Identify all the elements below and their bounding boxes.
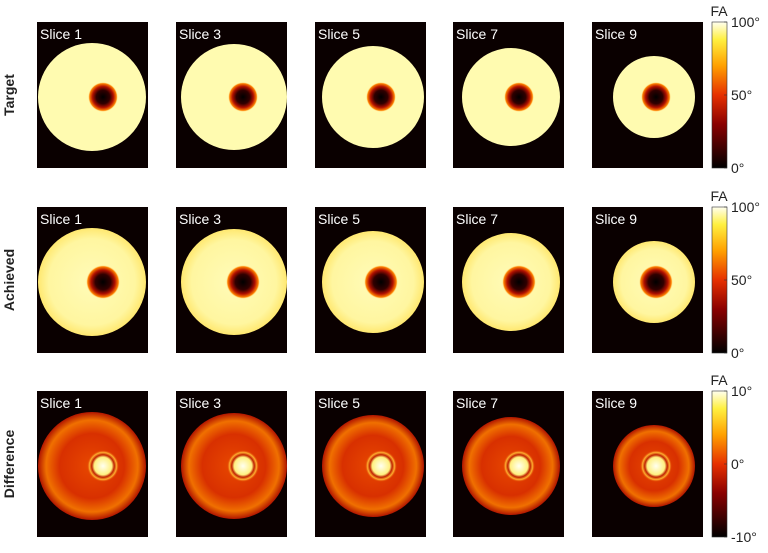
target-spot [504, 82, 534, 112]
slice-label: Slice 1 [40, 211, 82, 227]
target-spot [228, 82, 258, 112]
slice-label: Slice 9 [595, 395, 637, 411]
row-label: Difference [1, 430, 17, 499]
slice-label: Slice 3 [179, 211, 221, 227]
slice-label: Slice 5 [318, 211, 360, 227]
target-spot [86, 265, 120, 299]
slice-label: Slice 7 [456, 211, 498, 227]
colorbar-tick-label: 0° [731, 345, 744, 361]
colorbar-tick-label: 0° [731, 160, 744, 176]
colorbar-title: FA [710, 372, 728, 388]
colorbar-tick-label: 100° [731, 199, 760, 215]
target-spot [366, 82, 396, 112]
slice-label: Slice 7 [456, 395, 498, 411]
colorbar-title: FA [710, 3, 728, 19]
colorbar-tick-label: 0° [731, 456, 744, 472]
slice-label: Slice 9 [595, 26, 637, 42]
target-spot [640, 450, 672, 482]
target-spot [639, 265, 673, 299]
slice-label: Slice 5 [318, 395, 360, 411]
colorbar-title: FA [710, 188, 728, 204]
panels: Target Slice 1 Slice 3 Slice 5 Slice 7 Slice … [1, 3, 760, 545]
row-label: Achieved [1, 249, 17, 311]
slice-label: Slice 7 [456, 26, 498, 42]
slice-label: Slice 3 [179, 26, 221, 42]
target-spot [87, 450, 119, 482]
target-spot [502, 265, 536, 299]
target-spot [641, 82, 671, 112]
slice-label: Slice 3 [179, 395, 221, 411]
target-spot [226, 265, 260, 299]
colorbar-tick-label: 50° [731, 87, 752, 103]
colorbar-tick-label: 10° [731, 383, 752, 399]
colorbar-tick-label: -10° [731, 529, 757, 545]
colorbar-tick-label: 100° [731, 14, 760, 30]
colorbar-tick-label: 50° [731, 272, 752, 288]
target-spot [227, 450, 259, 482]
target-spot [503, 450, 535, 482]
slice-label: Slice 5 [318, 26, 360, 42]
slice-label: Slice 1 [40, 395, 82, 411]
target-spot [364, 265, 398, 299]
row-label: Target [1, 74, 17, 116]
slice-label: Slice 9 [595, 211, 637, 227]
slice-label: Slice 1 [40, 26, 82, 42]
target-spot [88, 82, 118, 112]
target-spot [365, 450, 397, 482]
